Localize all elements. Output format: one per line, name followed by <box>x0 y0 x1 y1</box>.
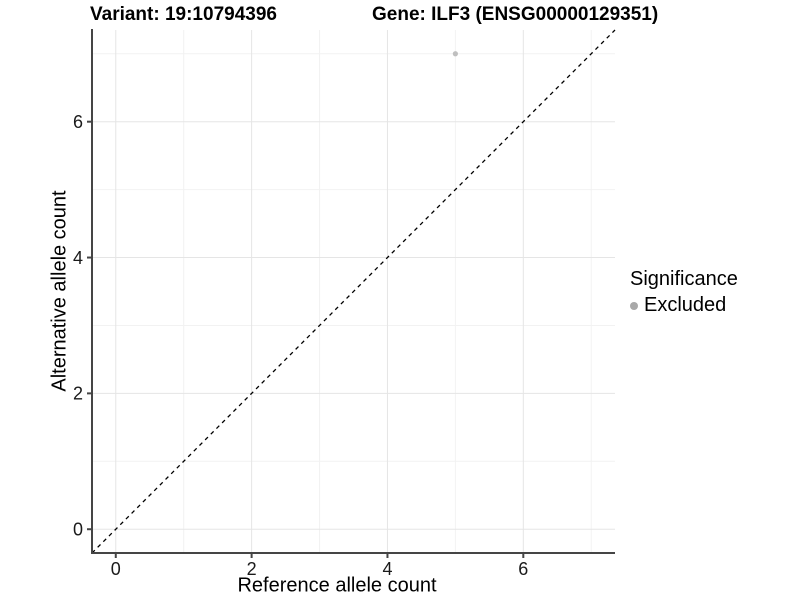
x-tick-label: 4 <box>382 559 392 579</box>
legend: Significance Excluded <box>630 268 738 317</box>
variant-title: Variant: 19:10794396 <box>90 4 277 25</box>
x-tick-label: 6 <box>518 559 528 579</box>
legend-item-label: Excluded <box>644 294 727 316</box>
legend-title: Significance <box>630 268 738 290</box>
legend-item-excluded: Excluded <box>630 294 738 317</box>
data-point <box>452 51 458 57</box>
y-tick-label: 6 <box>73 112 83 132</box>
x-tick-label: 2 <box>247 559 257 579</box>
y-tick-label: 0 <box>73 520 83 540</box>
x-tick-label: 0 <box>111 559 121 579</box>
gene-title: Gene: ILF3 (ENSG00000129351) <box>372 4 659 25</box>
identity-dashed-line <box>91 29 616 554</box>
x-axis-title: Reference allele count <box>237 574 437 597</box>
y-tick-label: 4 <box>73 248 83 268</box>
excluded-point-icon <box>630 301 638 310</box>
y-tick-label: 2 <box>73 384 83 404</box>
y-axis-title: Alternative allele count <box>48 190 71 392</box>
